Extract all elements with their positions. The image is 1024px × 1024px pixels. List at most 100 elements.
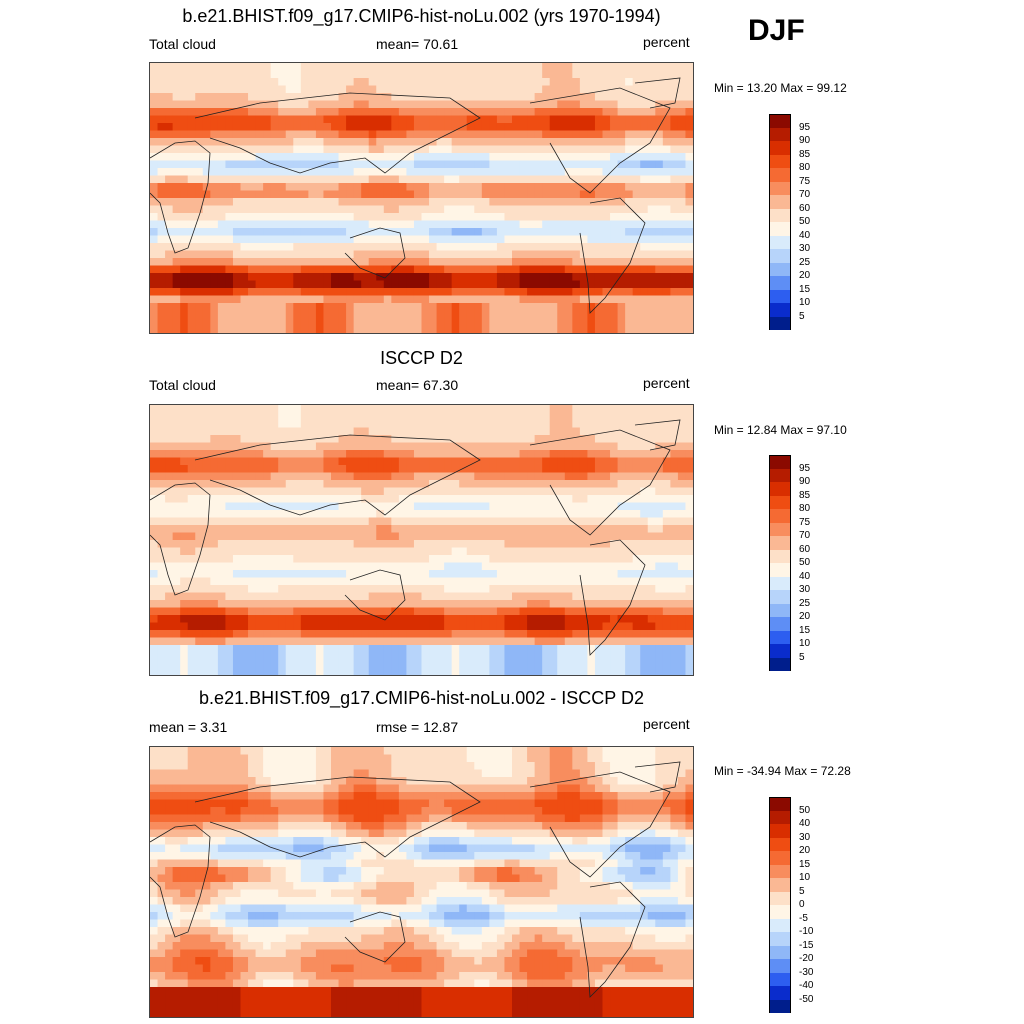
colorbar-cell bbox=[769, 114, 791, 128]
colorbar-tick-label: 10 bbox=[799, 297, 811, 308]
panel-3-minmax: Min = -34.94 Max = 72.28 bbox=[714, 764, 851, 778]
panel-3-mean-label: mean = 3.31 bbox=[149, 719, 228, 735]
colorbar-cell bbox=[769, 168, 791, 182]
colorbar-cell bbox=[769, 851, 791, 865]
panel-2-colorbar: 95 90 85 80 75 70 60 50 40 30 25 20 15 10 5 bbox=[769, 455, 810, 671]
colorbar-cell bbox=[769, 262, 791, 276]
colorbar-tick-label: 50 bbox=[799, 804, 811, 816]
colorbar-tick-label: 50 bbox=[799, 557, 811, 568]
colorbar-cell bbox=[769, 999, 791, 1013]
colorbar-cell bbox=[769, 127, 791, 141]
colorbar-tick-label: 15 bbox=[799, 624, 811, 636]
map-field bbox=[150, 405, 693, 675]
colorbar-tick-label: 30 bbox=[799, 243, 811, 254]
colorbar-cell bbox=[769, 522, 791, 536]
colorbar-tick-label: 70 bbox=[799, 530, 811, 541]
colorbar-tick-label: 5 bbox=[799, 310, 805, 322]
colorbar-tick-label: -20 bbox=[799, 953, 814, 964]
colorbar-cell bbox=[769, 235, 791, 249]
colorbar-cell bbox=[769, 576, 791, 590]
colorbar-cell bbox=[769, 644, 791, 658]
colorbar-tick-label: 25 bbox=[799, 256, 811, 268]
coastline bbox=[634, 419, 681, 451]
panel-1-title: b.e21.BHIST.f09_g17.CMIP6-hist-noLu.002 … bbox=[182, 6, 661, 26]
coastline bbox=[344, 227, 406, 279]
colorbar-cell bbox=[769, 509, 791, 523]
map-field bbox=[150, 63, 693, 333]
coastline bbox=[344, 911, 406, 963]
colorbar-cell bbox=[769, 932, 791, 946]
colorbar-tick-label: 5 bbox=[799, 885, 805, 897]
colorbar-cell bbox=[769, 824, 791, 838]
colorbar-cell bbox=[769, 972, 791, 986]
colorbar-cell bbox=[769, 181, 791, 195]
colorbar-tick-label: 80 bbox=[799, 503, 811, 514]
colorbar-cell bbox=[769, 482, 791, 496]
panel-3-rmse-label: rmse = 12.87 bbox=[376, 719, 459, 735]
panel-3-map bbox=[149, 746, 694, 1018]
colorbar-tick-label: 10 bbox=[799, 872, 811, 883]
colorbar-tick-label: 15 bbox=[799, 858, 811, 870]
colorbar-tick-label: 85 bbox=[799, 148, 811, 160]
panel-3-title: b.e21.BHIST.f09_g17.CMIP6-hist-noLu.002 … bbox=[199, 688, 644, 708]
panel-3-units-label: percent bbox=[643, 716, 690, 732]
panel-1-units-label: percent bbox=[643, 34, 690, 50]
coastline bbox=[579, 539, 646, 656]
colorbar-tick-label: 10 bbox=[799, 638, 811, 649]
panel-1-variable-label: Total cloud bbox=[149, 36, 216, 52]
map-field bbox=[150, 747, 693, 1017]
coastline bbox=[150, 824, 211, 938]
coastline bbox=[634, 761, 681, 793]
colorbar-tick-label: 80 bbox=[799, 162, 811, 173]
colorbar-tick-label: -50 bbox=[799, 993, 814, 1005]
colorbar-cell bbox=[769, 195, 791, 209]
colorbar-tick-label: 90 bbox=[799, 135, 811, 146]
colorbar-cell bbox=[769, 468, 791, 482]
colorbar-tick-label: 75 bbox=[799, 175, 811, 187]
colorbar-cell bbox=[769, 455, 791, 469]
colorbar-cell bbox=[769, 810, 791, 824]
panel-1-mean-label: mean= 70.61 bbox=[376, 36, 459, 52]
colorbar-tick-label: -40 bbox=[799, 980, 814, 991]
colorbar-tick-label: 25 bbox=[799, 597, 811, 609]
colorbar-tick-label: 85 bbox=[799, 489, 811, 501]
colorbar-tick-label: -10 bbox=[799, 926, 814, 937]
colorbar-tick-label: 95 bbox=[799, 462, 811, 474]
panel-3-colorbar: 50 40 30 20 15 10 5 0 -5 -10 -15 -20 -30 -40 -50 bbox=[769, 797, 813, 1013]
coastline bbox=[150, 140, 211, 254]
colorbar-tick-label: 40 bbox=[799, 229, 811, 241]
panel-2-minmax: Min = 12.84 Max = 97.10 bbox=[714, 423, 847, 437]
colorbar-cell bbox=[769, 303, 791, 317]
colorbar-cell bbox=[769, 603, 791, 617]
colorbar-cell bbox=[769, 549, 791, 563]
colorbar-tick-label: 20 bbox=[799, 611, 811, 622]
panel-2-variable-label: Total cloud bbox=[149, 377, 216, 393]
colorbar-cell bbox=[769, 222, 791, 236]
colorbar-cell bbox=[769, 617, 791, 631]
colorbar-cell bbox=[769, 141, 791, 155]
colorbar-tick-label: 50 bbox=[799, 216, 811, 227]
colorbar-cell bbox=[769, 316, 791, 330]
colorbar-tick-label: 60 bbox=[799, 543, 811, 555]
colorbar-tick-label: -15 bbox=[799, 939, 814, 951]
colorbar-cell bbox=[769, 276, 791, 290]
colorbar-cell bbox=[769, 208, 791, 222]
colorbar-tick-label: 60 bbox=[799, 202, 811, 214]
panel-2-title: ISCCP D2 bbox=[380, 348, 463, 368]
colorbar-tick-label: 70 bbox=[799, 189, 811, 200]
colorbar-tick-label: 20 bbox=[799, 270, 811, 281]
coastline bbox=[194, 434, 481, 516]
coastline bbox=[529, 87, 671, 194]
colorbar-tick-label: 95 bbox=[799, 121, 811, 133]
colorbar-cell bbox=[769, 986, 791, 1000]
colorbar-tick-label: 30 bbox=[799, 831, 811, 843]
panel-2-map bbox=[149, 404, 694, 676]
colorbar-cell bbox=[769, 657, 791, 671]
coastline bbox=[529, 771, 671, 878]
colorbar-cell bbox=[769, 837, 791, 851]
coastline bbox=[150, 482, 211, 596]
colorbar-cell bbox=[769, 630, 791, 644]
colorbar-cell bbox=[769, 905, 791, 919]
colorbar-cell bbox=[769, 154, 791, 168]
panel-1-colorbar: 95 90 85 80 75 70 60 50 40 30 25 20 15 10 5 bbox=[769, 114, 810, 330]
